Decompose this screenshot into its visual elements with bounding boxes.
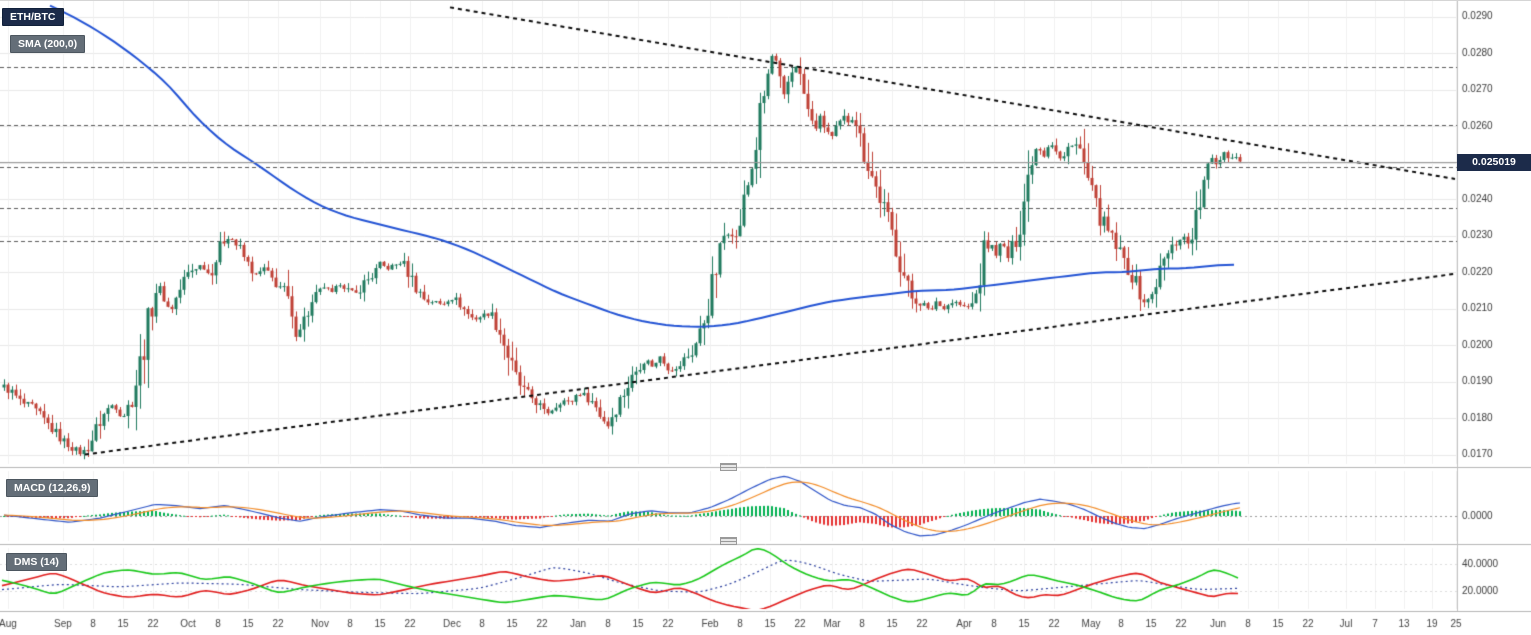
panel-resize-handle-macd[interactable]: [720, 463, 737, 471]
symbol-badge[interactable]: ETH/BTC: [2, 8, 64, 26]
sma-indicator-badge[interactable]: SMA (200,0): [10, 35, 86, 53]
macd-indicator-badge[interactable]: MACD (12,26,9): [6, 479, 99, 497]
last-price-label: 0.025019: [1457, 154, 1531, 171]
panel-resize-handle-dms[interactable]: [720, 537, 737, 545]
dms-indicator-badge[interactable]: DMS (14): [6, 553, 67, 571]
